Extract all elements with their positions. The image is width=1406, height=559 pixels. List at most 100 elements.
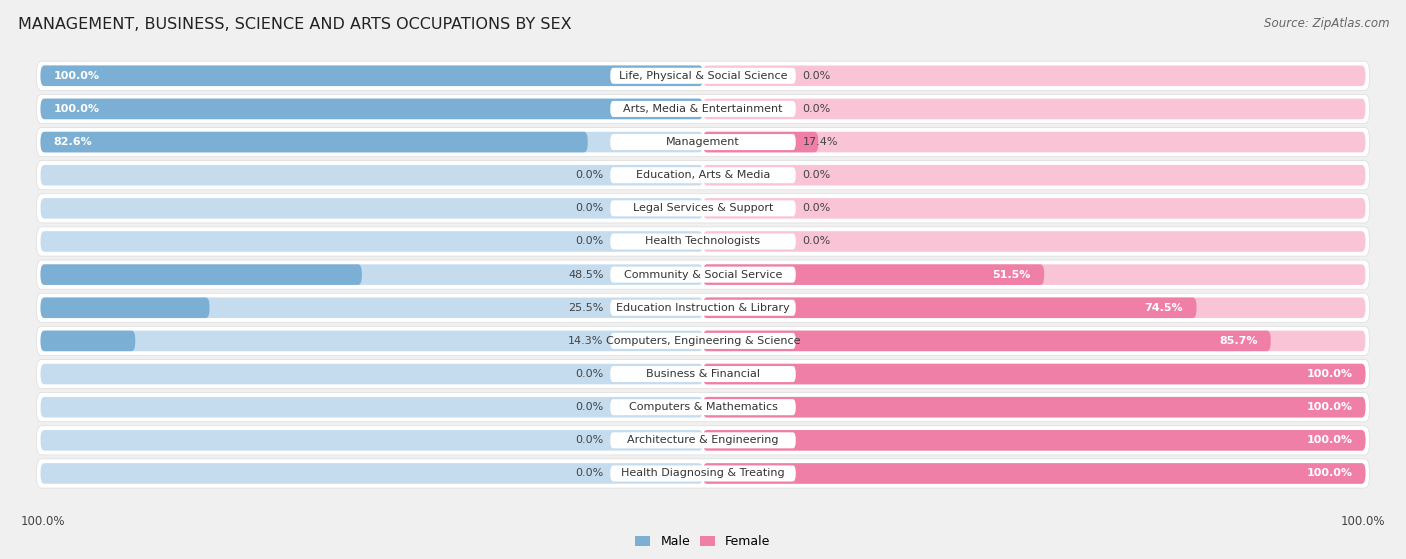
Text: Health Diagnosing & Treating: Health Diagnosing & Treating (621, 468, 785, 479)
FancyBboxPatch shape (41, 165, 703, 186)
Text: 100.0%: 100.0% (1341, 515, 1385, 528)
FancyBboxPatch shape (610, 333, 796, 349)
FancyBboxPatch shape (703, 65, 1365, 86)
FancyBboxPatch shape (37, 227, 1369, 256)
FancyBboxPatch shape (41, 330, 135, 351)
FancyBboxPatch shape (37, 326, 1369, 356)
FancyBboxPatch shape (41, 397, 703, 418)
Text: 100.0%: 100.0% (1306, 468, 1353, 479)
FancyBboxPatch shape (37, 392, 1369, 422)
FancyBboxPatch shape (41, 264, 703, 285)
FancyBboxPatch shape (703, 430, 1365, 451)
FancyBboxPatch shape (37, 127, 1369, 157)
FancyBboxPatch shape (37, 459, 1369, 488)
FancyBboxPatch shape (41, 98, 703, 119)
Text: 25.5%: 25.5% (568, 303, 603, 313)
FancyBboxPatch shape (610, 68, 796, 84)
Text: Business & Financial: Business & Financial (645, 369, 761, 379)
FancyBboxPatch shape (703, 132, 1365, 153)
Text: Health Technologists: Health Technologists (645, 236, 761, 247)
FancyBboxPatch shape (41, 132, 588, 153)
Text: 14.3%: 14.3% (568, 336, 603, 346)
Text: Arts, Media & Entertainment: Arts, Media & Entertainment (623, 104, 783, 114)
FancyBboxPatch shape (703, 165, 1365, 186)
FancyBboxPatch shape (37, 260, 1369, 289)
FancyBboxPatch shape (41, 65, 703, 86)
FancyBboxPatch shape (610, 167, 796, 183)
FancyBboxPatch shape (610, 200, 796, 216)
Text: 48.5%: 48.5% (568, 269, 603, 280)
FancyBboxPatch shape (610, 366, 796, 382)
Text: Management: Management (666, 137, 740, 147)
FancyBboxPatch shape (703, 297, 1197, 318)
FancyBboxPatch shape (41, 98, 703, 119)
FancyBboxPatch shape (703, 364, 1365, 385)
FancyBboxPatch shape (37, 61, 1369, 91)
Text: 0.0%: 0.0% (803, 170, 831, 180)
Text: Education Instruction & Library: Education Instruction & Library (616, 303, 790, 313)
Text: 0.0%: 0.0% (575, 170, 603, 180)
FancyBboxPatch shape (610, 134, 796, 150)
Text: 74.5%: 74.5% (1144, 303, 1184, 313)
Text: 0.0%: 0.0% (575, 402, 603, 412)
Legend: Male, Female: Male, Female (630, 530, 776, 553)
Text: Computers, Engineering & Science: Computers, Engineering & Science (606, 336, 800, 346)
Text: 0.0%: 0.0% (803, 236, 831, 247)
FancyBboxPatch shape (703, 264, 1045, 285)
FancyBboxPatch shape (41, 264, 361, 285)
Text: 100.0%: 100.0% (21, 515, 65, 528)
FancyBboxPatch shape (610, 399, 796, 415)
FancyBboxPatch shape (41, 198, 703, 219)
Text: 100.0%: 100.0% (1306, 369, 1353, 379)
FancyBboxPatch shape (703, 330, 1271, 351)
FancyBboxPatch shape (37, 160, 1369, 190)
FancyBboxPatch shape (703, 397, 1365, 418)
FancyBboxPatch shape (37, 426, 1369, 455)
Text: 82.6%: 82.6% (53, 137, 93, 147)
FancyBboxPatch shape (703, 198, 1365, 219)
FancyBboxPatch shape (41, 297, 209, 318)
FancyBboxPatch shape (41, 65, 703, 86)
FancyBboxPatch shape (41, 330, 703, 351)
Text: 0.0%: 0.0% (575, 369, 603, 379)
Text: Source: ZipAtlas.com: Source: ZipAtlas.com (1264, 17, 1389, 30)
FancyBboxPatch shape (703, 132, 818, 153)
Text: Architecture & Engineering: Architecture & Engineering (627, 435, 779, 446)
FancyBboxPatch shape (610, 466, 796, 481)
FancyBboxPatch shape (703, 463, 1365, 484)
FancyBboxPatch shape (37, 194, 1369, 223)
FancyBboxPatch shape (41, 430, 703, 451)
FancyBboxPatch shape (703, 364, 1365, 385)
FancyBboxPatch shape (37, 293, 1369, 323)
Text: 0.0%: 0.0% (803, 71, 831, 81)
FancyBboxPatch shape (703, 231, 1365, 252)
FancyBboxPatch shape (37, 94, 1369, 124)
Text: 17.4%: 17.4% (803, 137, 838, 147)
Text: 85.7%: 85.7% (1219, 336, 1257, 346)
Text: Life, Physical & Social Science: Life, Physical & Social Science (619, 71, 787, 81)
Text: 0.0%: 0.0% (575, 236, 603, 247)
FancyBboxPatch shape (41, 463, 703, 484)
Text: 100.0%: 100.0% (53, 104, 100, 114)
FancyBboxPatch shape (610, 267, 796, 283)
Text: Education, Arts & Media: Education, Arts & Media (636, 170, 770, 180)
FancyBboxPatch shape (41, 364, 703, 385)
FancyBboxPatch shape (610, 101, 796, 117)
Text: 0.0%: 0.0% (803, 203, 831, 214)
FancyBboxPatch shape (703, 330, 1365, 351)
FancyBboxPatch shape (37, 359, 1369, 389)
FancyBboxPatch shape (41, 231, 703, 252)
Text: Community & Social Service: Community & Social Service (624, 269, 782, 280)
FancyBboxPatch shape (703, 430, 1365, 451)
FancyBboxPatch shape (610, 432, 796, 448)
FancyBboxPatch shape (703, 397, 1365, 418)
FancyBboxPatch shape (610, 300, 796, 316)
Text: Legal Services & Support: Legal Services & Support (633, 203, 773, 214)
FancyBboxPatch shape (41, 132, 703, 153)
Text: Computers & Mathematics: Computers & Mathematics (628, 402, 778, 412)
FancyBboxPatch shape (703, 463, 1365, 484)
Text: 0.0%: 0.0% (575, 468, 603, 479)
Text: 51.5%: 51.5% (993, 269, 1031, 280)
Text: MANAGEMENT, BUSINESS, SCIENCE AND ARTS OCCUPATIONS BY SEX: MANAGEMENT, BUSINESS, SCIENCE AND ARTS O… (18, 17, 572, 32)
Text: 100.0%: 100.0% (1306, 435, 1353, 446)
